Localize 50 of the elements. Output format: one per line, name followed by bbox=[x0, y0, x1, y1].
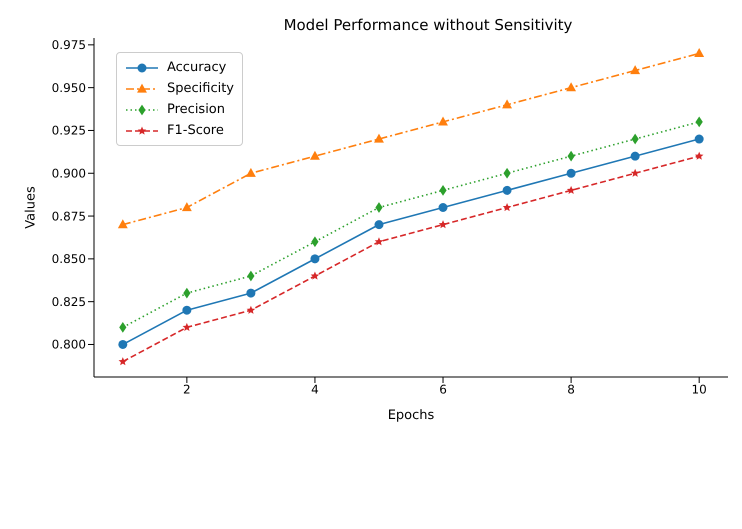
point bbox=[502, 203, 512, 212]
point bbox=[182, 322, 192, 331]
point bbox=[310, 150, 320, 160]
point bbox=[630, 65, 640, 74]
point bbox=[630, 152, 640, 161]
point bbox=[246, 288, 256, 298]
point bbox=[182, 202, 192, 212]
x-tick-label: 10 bbox=[692, 382, 707, 397]
y-tick-label: 0.850 bbox=[52, 252, 86, 266]
point bbox=[694, 48, 704, 58]
chart-title: Model Performance without Sensitivity bbox=[284, 16, 573, 34]
point bbox=[374, 134, 384, 143]
point bbox=[566, 186, 576, 194]
y-tick-label: 0.975 bbox=[52, 38, 86, 52]
point bbox=[375, 202, 383, 213]
point bbox=[374, 220, 384, 230]
point bbox=[502, 99, 512, 108]
point bbox=[118, 340, 128, 349]
y-tick-label: 0.925 bbox=[52, 124, 86, 138]
x-tick-label: 4 bbox=[311, 382, 319, 397]
x-tick-label: 6 bbox=[439, 382, 447, 397]
point bbox=[310, 254, 320, 264]
y-axis-title: Values bbox=[24, 186, 39, 229]
x-tick-label: 2 bbox=[183, 382, 191, 397]
point bbox=[694, 152, 704, 160]
y-tick-label: 0.900 bbox=[52, 166, 86, 181]
legend-label: Specificity bbox=[167, 81, 234, 96]
legend-label: F1-Score bbox=[167, 123, 224, 138]
y-tick-label: 0.800 bbox=[52, 338, 86, 352]
point bbox=[502, 186, 512, 195]
y-tick-label: 0.950 bbox=[52, 80, 86, 95]
y-tick-label: 0.875 bbox=[52, 209, 86, 224]
point bbox=[246, 168, 256, 177]
point bbox=[630, 168, 640, 177]
point bbox=[566, 82, 576, 92]
point bbox=[310, 271, 320, 280]
point bbox=[182, 306, 192, 315]
point bbox=[438, 116, 448, 126]
point bbox=[438, 203, 448, 212]
y-tick-label: 0.825 bbox=[52, 294, 86, 309]
x-axis-title: Epochs bbox=[388, 408, 435, 423]
legend-label: Precision bbox=[167, 102, 226, 117]
point bbox=[566, 168, 576, 178]
point bbox=[246, 306, 256, 314]
point bbox=[374, 237, 384, 246]
legend-label: Accuracy bbox=[167, 60, 226, 75]
point bbox=[118, 357, 128, 366]
point bbox=[694, 134, 704, 144]
point bbox=[118, 219, 128, 228]
x-tick-label: 8 bbox=[567, 382, 575, 397]
